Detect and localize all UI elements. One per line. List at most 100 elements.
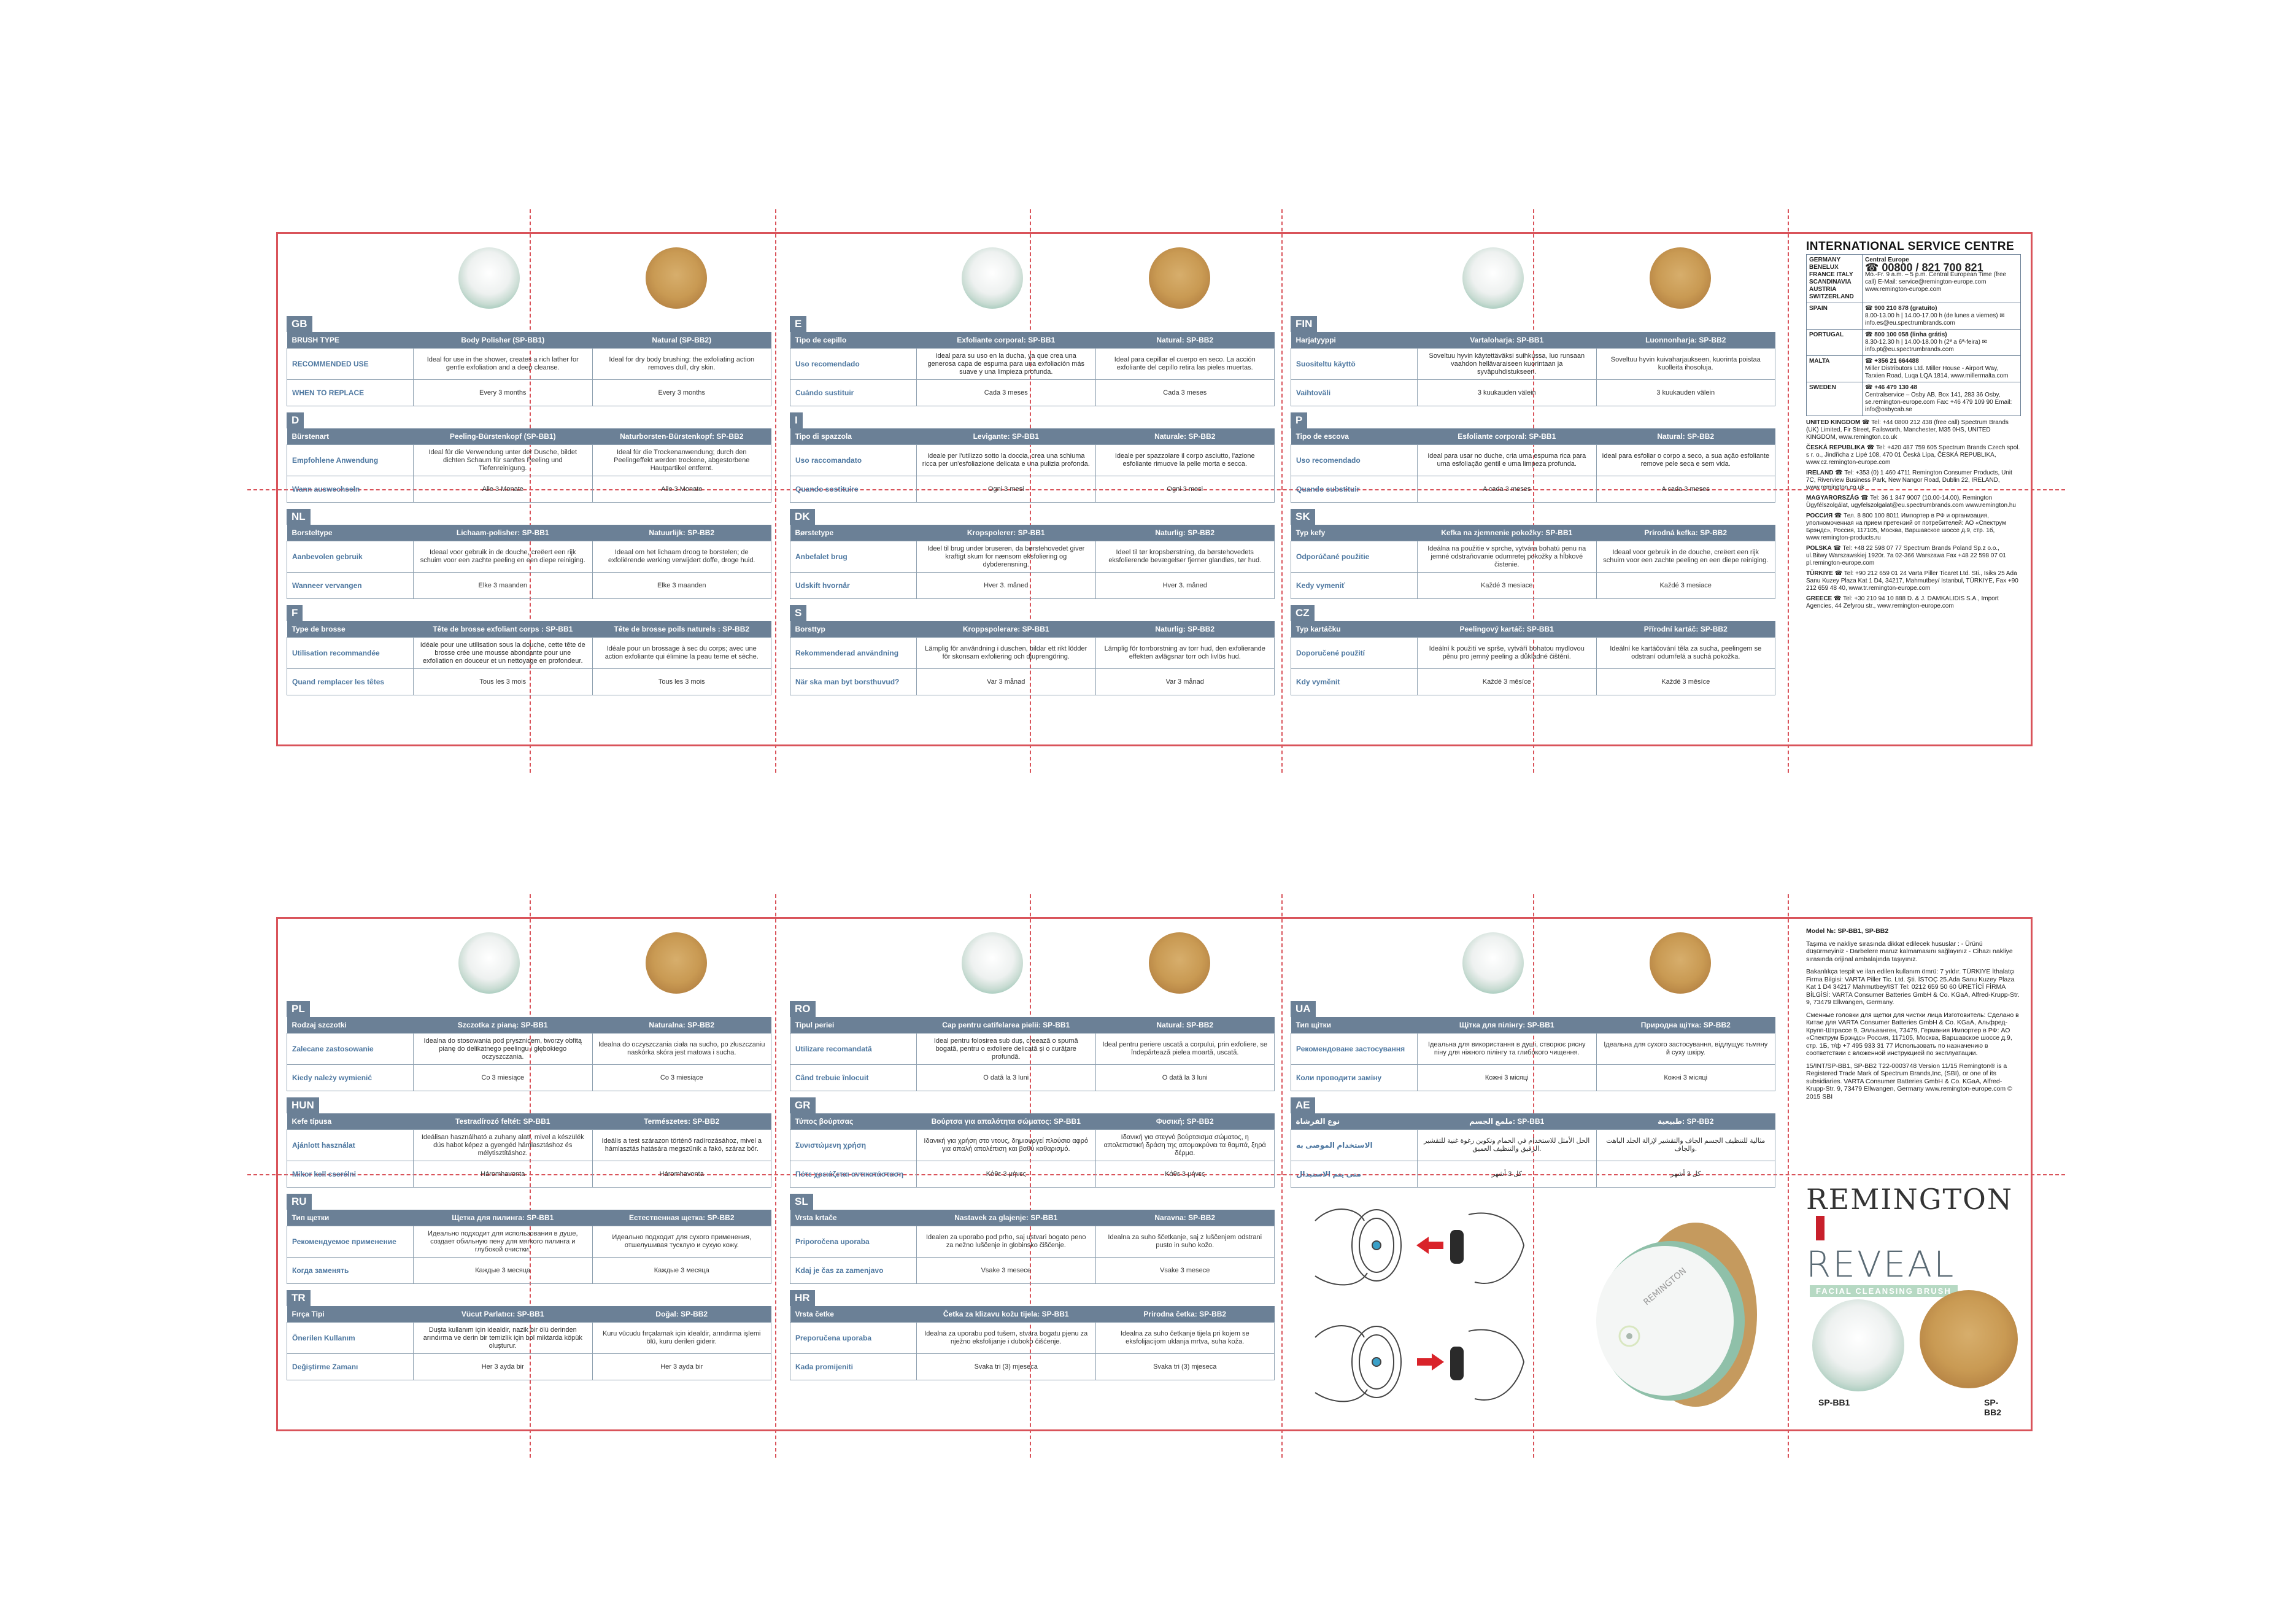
table-cell: Ogni 3 mesi — [916, 476, 1096, 503]
header-cell: Тип щетки — [287, 1210, 414, 1226]
row-label: Wann auswechseln — [287, 476, 414, 503]
country-name: MALTA — [1806, 355, 1863, 382]
row-label: Odporúčané použitie — [1291, 541, 1418, 573]
table-cell: Lämplig för torrborstning av torr hud, d… — [1095, 637, 1275, 669]
reveal-title: REVEAL — [1806, 1243, 1956, 1285]
row-label: Uso raccomandato — [790, 444, 917, 476]
table-cell: Elke 3 maanden — [592, 572, 771, 599]
table-header-row: Rodzaj szczotki Szczotka z pianą: SP-BB1 N… — [287, 1017, 771, 1034]
header-cell: Natural: SP-BB2 — [1596, 428, 1775, 445]
table-cell: Duşta kullanım için idealdir, nazik bir … — [413, 1322, 593, 1354]
service-sheet-bottom: PL Rodzaj szczotki Szczotka z pianą: SP-BB… — [247, 894, 2065, 1458]
header-cell: Kefe típusa — [287, 1113, 414, 1130]
table-row: Suositeltu käyttö Soveltuu hyvin käytettä… — [1291, 348, 1775, 380]
table-row: Cuándo sustituir Cada 3 meses Cada 3 meses — [790, 379, 1275, 406]
model-text: Taşıma ve nakliye sırasında dikkat edile… — [1806, 940, 2013, 963]
brush-heads — [287, 927, 771, 995]
table-row: Quando substituir A cada 3 meses A cada 3 … — [1291, 476, 1775, 503]
table-row: RECOMMENDED USE Ideal for use in the show… — [287, 348, 771, 380]
table-cell: Háromhavonta — [592, 1161, 771, 1188]
table-cell: A cada 3 meses — [1417, 476, 1597, 503]
language-block: GB BRUSH TYPE Body Polisher (SP-BB1) Natura… — [287, 316, 771, 406]
cut-line — [775, 209, 776, 773]
language-block: RU Тип щетки Щетка для пилинга: SP-BB1 Есте… — [287, 1194, 771, 1284]
brush-table: Type de brosse Tête de brosse exfoliant c… — [287, 621, 771, 695]
row-label: Când trebuie înlocuit — [790, 1064, 917, 1091]
table-row: Рекомендоване застосування Ідеальна для в… — [1291, 1033, 1775, 1065]
phone-number: ☎ +46 479 130 48 — [1865, 384, 1918, 391]
service-row: SWEDEN ☎ +46 479 130 48 Centralservice – O… — [1806, 382, 2021, 416]
header-cell: Peeling-Bürstenkopf (SP-BB1) — [413, 428, 592, 445]
row-label: Vaihtoväli — [1291, 379, 1418, 406]
row-label: Quando substituir — [1291, 476, 1418, 503]
header-cell: Body Polisher (SP-BB1) — [413, 332, 592, 349]
brush-heads — [790, 242, 1275, 310]
service-table: GERMANY BENELUX FRANCE ITALY SCANDINAVIA… — [1806, 254, 2021, 416]
table-row: Kedy vymeniť Každé 3 mesiace Každé 3 mesia… — [1291, 572, 1775, 599]
table-header-row: Тип щетки Щетка для пилинга: SP-BB1 Естест… — [287, 1210, 771, 1226]
table-row: Önerilen Kullanım Duşta kullanım için ide… — [287, 1322, 771, 1354]
brush-table: Тип щітки Щітка для пілінгу: SP-BB1 Природ… — [1291, 1017, 1775, 1091]
table-row: Değiştirme Zamanı Her 3 ayda bir Her 3 ayd… — [287, 1353, 771, 1380]
brush-table: Tipo di spazzola Levigante: SP-BB1 Natural… — [790, 428, 1275, 503]
service-row: PORTUGAL ☎ 800 100 058 (linha grátis) 8.30… — [1806, 329, 2021, 356]
table-cell: Ideaal voor gebruik in de douche, creëer… — [1596, 541, 1775, 573]
language-block: AE نوع الفرشاة ملمع الجسم: SP-BB1 طبيعية: S… — [1291, 1097, 1775, 1188]
header-cell: ملمع الجسم: SP-BB1 — [1417, 1113, 1596, 1130]
header-cell: Testradírozó feltét: SP-BB1 — [413, 1113, 592, 1130]
language-code: RO — [790, 1001, 816, 1017]
table-row: Kdy vyměnit Každé 3 měsíce Každé 3 měsíce — [1291, 668, 1775, 695]
region-title: Central Europe — [1865, 257, 1909, 263]
country-name: POLSKA — [1806, 545, 1832, 552]
table-cell: Ideal para esfoliar o corpo a seco, a su… — [1596, 444, 1775, 476]
table-row: Kdaj je čas za zamenjavo Vsake 3 mesece Vs… — [790, 1257, 1275, 1284]
header-cell: Tipo di spazzola — [790, 428, 917, 445]
language-block: S Borsttyp Kroppspolerare: SP-BB1 Naturlig:… — [790, 605, 1275, 695]
service-text: ☎ Tel: +90 212 659 01 24 Varta Piller Ti… — [1806, 570, 2018, 592]
table-cell: Alle 3 Monate — [413, 476, 593, 503]
row-label: Kiedy należy wymienić — [287, 1064, 414, 1091]
brush-head-natural-image — [1650, 247, 1711, 309]
brush-table: Bürstenart Peeling-Bürstenkopf (SP-BB1) Na… — [287, 428, 771, 503]
table-row: Kiedy należy wymienić Co 3 miesiące Co 3 m… — [287, 1064, 771, 1091]
brush-heads — [1291, 927, 1775, 995]
brush-head-natural-image — [1149, 247, 1210, 309]
language-panel: PL Rodzaj szczotki Szczotka z pianą: SP-BB… — [287, 927, 771, 1380]
header-cell: Borsttyp — [790, 621, 917, 638]
table-cell: Ideal for use in the shower, creates a r… — [413, 348, 593, 380]
model-text: Bakanlıkça tespit ve ilan edilen kullanı… — [1806, 968, 2020, 1006]
sku-label: SP-BB2 — [1984, 1398, 2002, 1417]
brush-table: BRUSH TYPE Body Polisher (SP-BB1) Natural … — [287, 332, 771, 406]
header-cell: Exfoliante corporal: SP-BB1 — [916, 332, 1095, 349]
cut-line — [1788, 209, 1789, 773]
brush-heads — [287, 242, 771, 310]
brush-head-white-image — [1812, 1299, 1904, 1391]
table-cell: Ideal para usar no duche, cria uma espum… — [1417, 444, 1597, 476]
brush-table: Тип щетки Щетка для пилинга: SP-BB1 Естест… — [287, 1210, 771, 1284]
table-cell: Каждые 3 месяца — [592, 1257, 771, 1284]
language-code: D — [287, 412, 304, 428]
table-cell: Ideálisan használható a zuhany alatt, mi… — [413, 1129, 593, 1161]
row-label: Ajánlott használat — [287, 1129, 414, 1161]
brush-table: Børstetype Kropspolerer: SP-BB1 Naturlig: … — [790, 525, 1275, 599]
language-block: CZ Typ kartáčku Peelingový kartáč: SP-BB1 P… — [1291, 605, 1775, 695]
table-cell: Idéale pour un brossage à sec du corps; … — [592, 637, 771, 669]
header-cell: Type de brosse — [287, 621, 414, 638]
service-text: ☎ Tel: 36 1 347 9007 (10.00-14.00), Remi… — [1806, 495, 2016, 509]
remington-logo: REMINGTON — [1806, 1183, 2015, 1241]
header-cell: Přírodní kartáč: SP-BB2 — [1596, 621, 1775, 638]
table-cell: Vsake 3 mesece — [916, 1257, 1096, 1284]
table-cell: Háromhavonta — [413, 1161, 593, 1188]
row-label: Değiştirme Zamanı — [287, 1353, 414, 1380]
table-header-row: Kefe típusa Testradírozó feltét: SP-BB1 Te… — [287, 1113, 771, 1130]
brush-head-natural-image — [646, 932, 707, 994]
language-block: D Bürstenart Peeling-Bürstenkopf (SP-BB1) N… — [287, 412, 771, 503]
cut-line — [1281, 894, 1283, 1458]
language-code: F — [287, 605, 303, 621]
header-cell: Tête de brosse poils naturels : SP-BB2 — [592, 621, 771, 638]
model-text: 15/INT/SP-BB1, SP-BB2 T22-0003748 Versio… — [1806, 1062, 2012, 1100]
language-block: DK Børstetype Kropspolerer: SP-BB1 Naturlig… — [790, 509, 1275, 599]
header-cell: Tête de brosse exfoliant corps : SP-BB1 — [413, 621, 592, 638]
table-cell: Idealna za suho četkanje tijela pri koje… — [1095, 1322, 1275, 1354]
language-code: S — [790, 605, 807, 621]
